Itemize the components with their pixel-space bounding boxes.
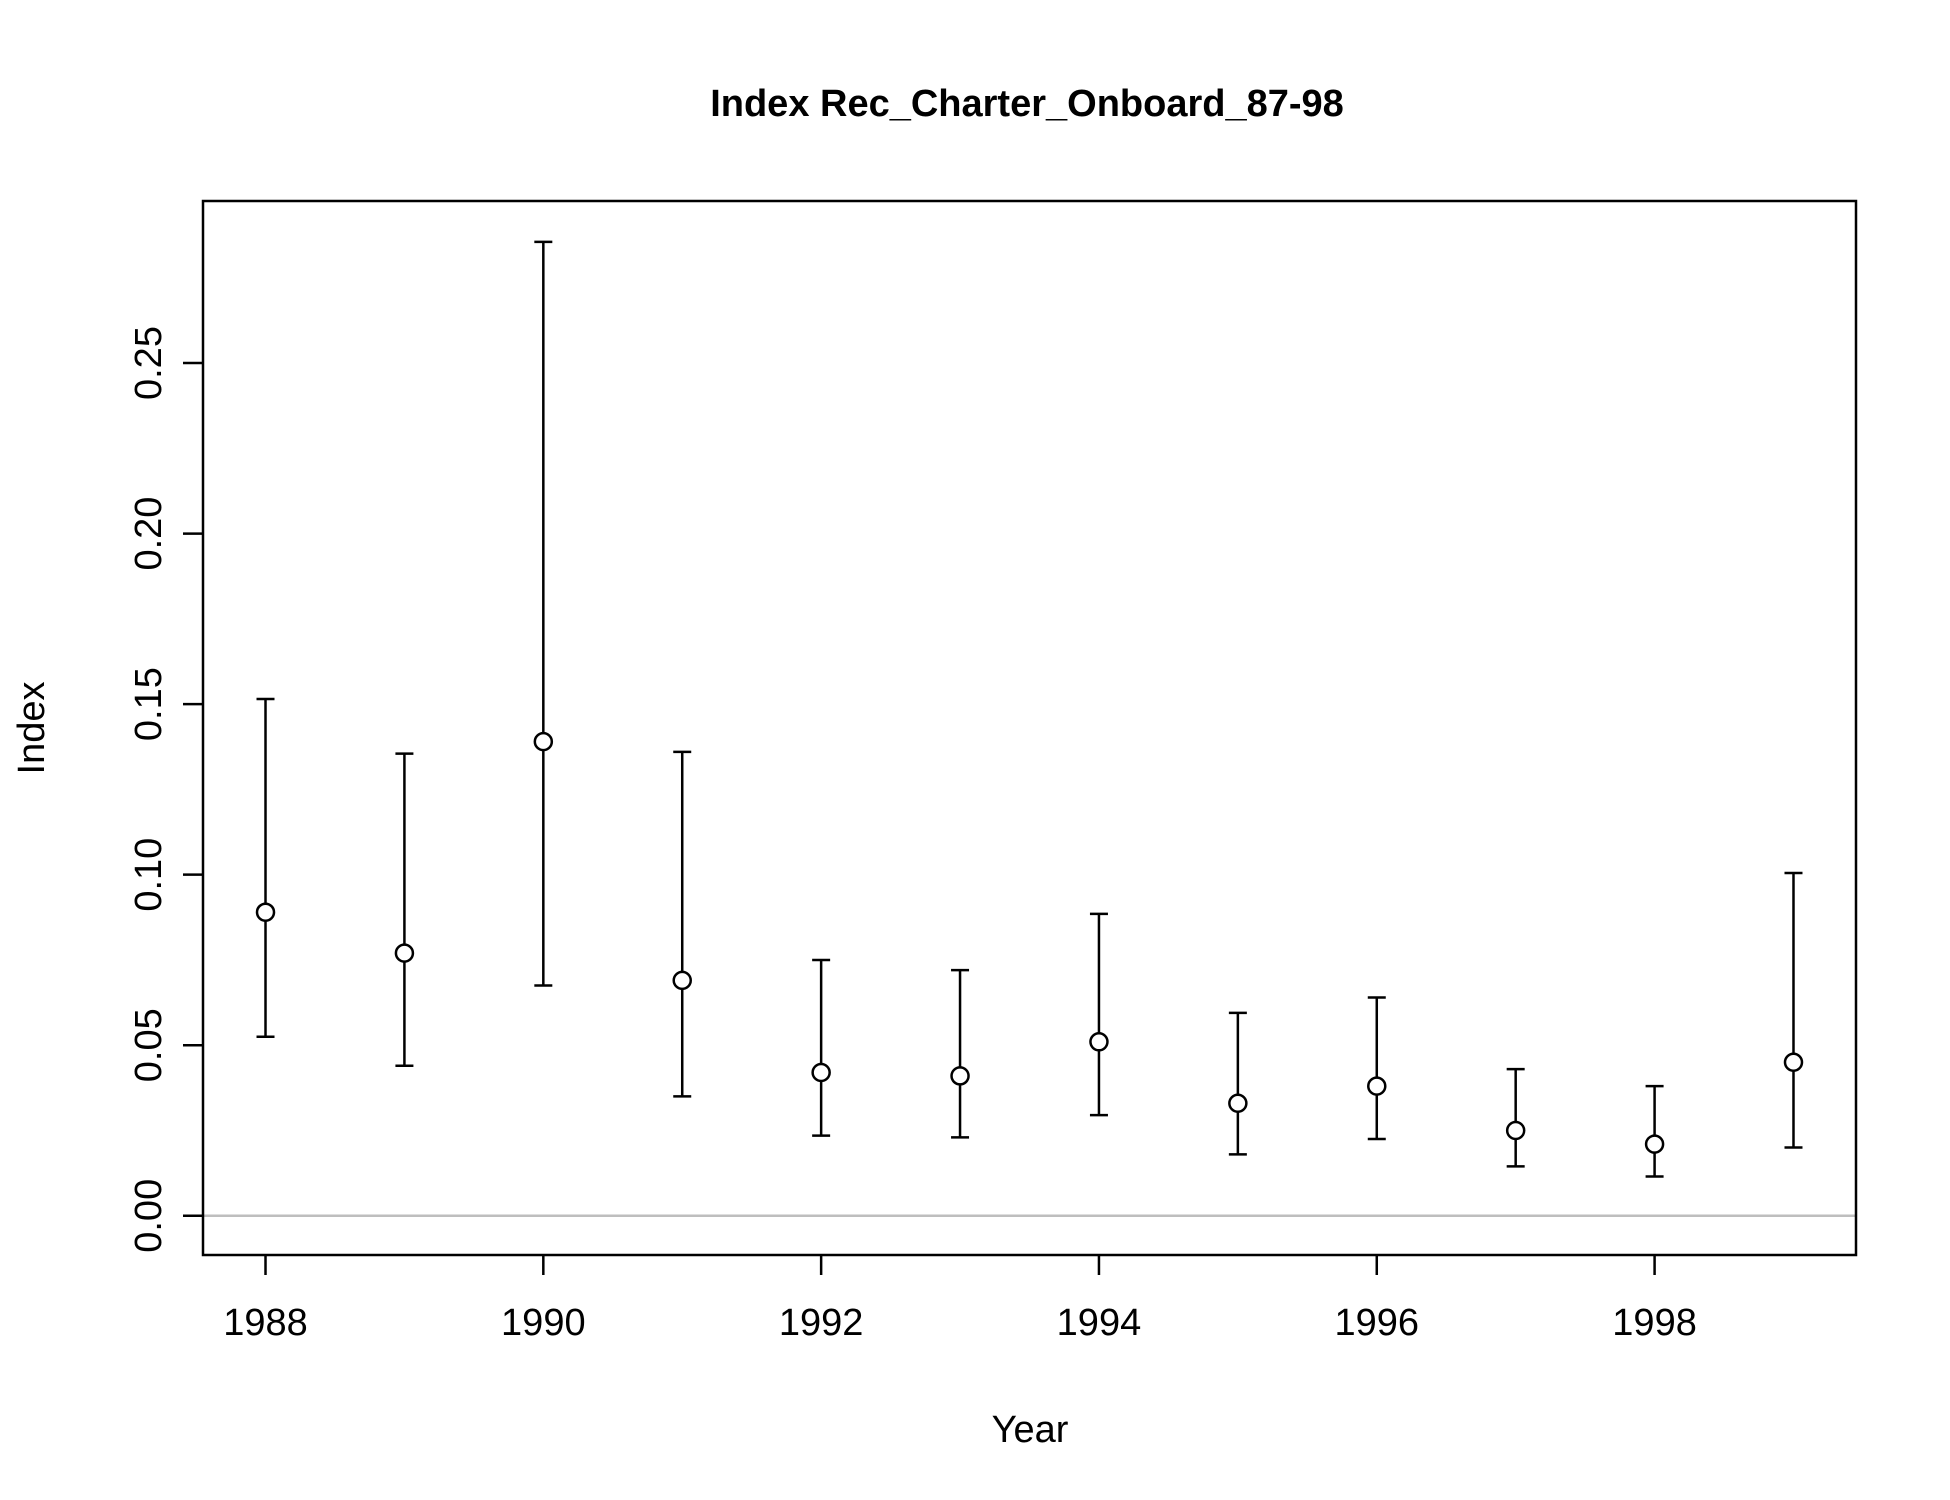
error-bar-1999 — [1784, 871, 1803, 1149]
y-tick-label-0.00: 0.00 — [128, 1179, 170, 1253]
y-tick-label-0.25: 0.25 — [128, 326, 170, 400]
data-point-1989 — [394, 943, 415, 963]
plot-frame — [201, 199, 1858, 1257]
data-point-1991 — [672, 970, 692, 991]
data-point-1995 — [1228, 1093, 1248, 1113]
x-axis-label: Year — [992, 1409, 1069, 1451]
error-bar-1998 — [1645, 1084, 1664, 1178]
y-tick-label-0.05: 0.05 — [128, 1008, 170, 1082]
y-tick-label-0.10: 0.10 — [128, 838, 170, 912]
data-point-1996 — [1367, 1076, 1387, 1096]
x-tick-label-1996: 1996 — [1334, 1302, 1419, 1344]
data-point-1992 — [811, 1062, 831, 1083]
error-bar-1991 — [673, 750, 692, 1098]
chart-title: Index Rec_Charter_Onboard_87-98 — [710, 83, 1344, 125]
error-bar-1988 — [256, 697, 275, 1038]
x-tick-label-1988: 1988 — [223, 1302, 308, 1344]
error-bar-1996 — [1367, 996, 1386, 1141]
error-bar-1989 — [395, 752, 414, 1067]
data-points — [255, 731, 1804, 1154]
data-point-1990 — [533, 731, 554, 752]
error-bars — [256, 240, 1803, 1178]
x-tick-label-1990: 1990 — [501, 1302, 586, 1344]
y-axis-label: Index — [11, 682, 53, 775]
error-bar-1990 — [534, 240, 553, 987]
x-tick-label-1998: 1998 — [1612, 1302, 1697, 1344]
data-point-1988 — [255, 902, 276, 922]
error-bar-1995 — [1228, 1011, 1247, 1156]
data-point-1993 — [950, 1066, 970, 1086]
data-point-1999 — [1783, 1052, 1804, 1073]
y-axis: 0.00 0.05 0.10 0.15 0.20 0.25 — [128, 326, 203, 1253]
x-axis: 1988 1990 1992 1994 1996 1998 — [223, 1255, 1697, 1344]
x-tick-label-1992: 1992 — [779, 1302, 864, 1344]
error-bar-1992 — [812, 958, 831, 1137]
error-bar-1997 — [1506, 1067, 1525, 1168]
error-bar-1994 — [1089, 912, 1108, 1117]
y-tick-label-0.20: 0.20 — [128, 497, 170, 571]
data-point-1998 — [1644, 1134, 1665, 1154]
error-bar-1993 — [951, 968, 970, 1139]
data-point-1997 — [1505, 1120, 1526, 1141]
y-tick-label-0.15: 0.15 — [128, 667, 170, 741]
x-tick-label-1994: 1994 — [1057, 1302, 1142, 1344]
data-point-1994 — [1089, 1032, 1109, 1052]
